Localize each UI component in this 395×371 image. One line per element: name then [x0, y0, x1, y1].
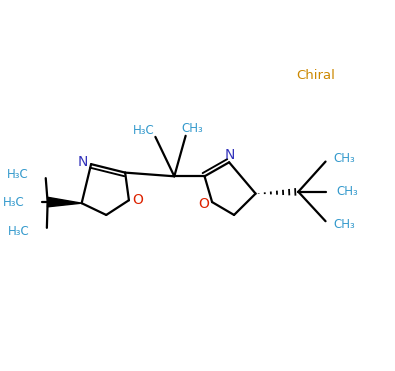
- Text: N: N: [77, 155, 88, 169]
- Text: H₃C: H₃C: [3, 196, 25, 209]
- Text: H₃C: H₃C: [133, 124, 155, 137]
- Text: CH₃: CH₃: [334, 219, 356, 232]
- Polygon shape: [47, 197, 82, 207]
- Text: CH₃: CH₃: [182, 122, 203, 135]
- Text: O: O: [198, 197, 209, 211]
- Text: Chiral: Chiral: [297, 69, 335, 82]
- Text: O: O: [132, 193, 143, 207]
- Text: CH₃: CH₃: [336, 185, 358, 198]
- Text: N: N: [224, 148, 235, 162]
- Text: CH₃: CH₃: [334, 152, 356, 165]
- Text: H₃C: H₃C: [7, 168, 29, 181]
- Text: H₃C: H₃C: [8, 225, 30, 238]
